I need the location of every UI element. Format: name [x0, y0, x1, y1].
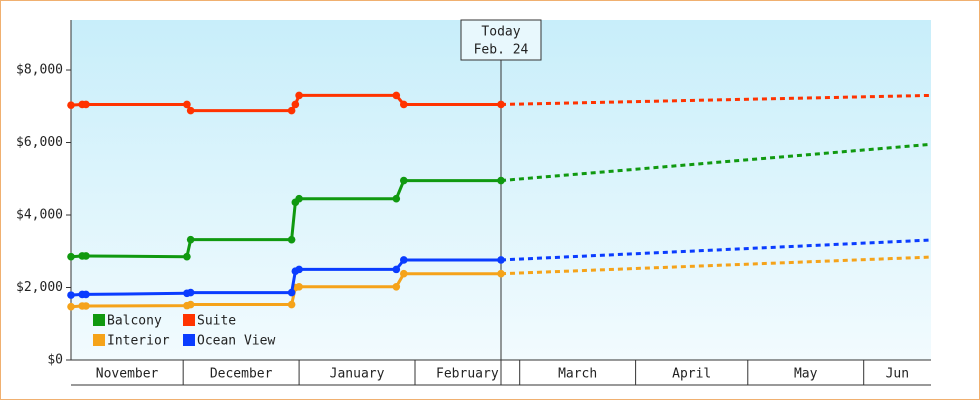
x-tick-label: March: [558, 367, 597, 382]
data-point: [291, 100, 300, 109]
data-point: [82, 290, 90, 299]
data-point: [497, 269, 505, 278]
data-point: [497, 256, 505, 264]
data-point: [186, 235, 195, 244]
data-point: [186, 288, 195, 297]
y-tick-label: $8,000: [16, 63, 63, 78]
data-point: [82, 302, 90, 310]
legend-swatch: [183, 334, 195, 346]
data-point: [287, 235, 296, 244]
data-point: [295, 282, 303, 291]
data-point: [82, 100, 90, 109]
data-point: [186, 106, 195, 115]
x-tick-label: December: [210, 367, 273, 382]
data-point: [67, 291, 75, 299]
today-box: [460, 19, 542, 61]
data-point: [295, 91, 303, 100]
data-point: [287, 288, 296, 297]
data-point: [399, 256, 408, 264]
legend-swatch: [183, 314, 195, 326]
legend-label: Ocean View: [197, 334, 275, 349]
x-tick-label: January: [330, 367, 385, 382]
data-point: [392, 282, 401, 291]
legend-label: Suite: [197, 314, 236, 329]
data-point: [399, 176, 408, 185]
legend-swatch: [93, 314, 105, 326]
data-point: [295, 194, 303, 203]
data-point: [186, 300, 195, 309]
data-point: [497, 176, 505, 185]
x-tick-label: May: [794, 367, 818, 382]
data-point: [67, 302, 75, 311]
data-point: [295, 265, 303, 274]
legend-label: Interior: [107, 334, 170, 349]
y-tick-label: $0: [47, 353, 63, 368]
data-point: [67, 101, 75, 109]
data-point: [497, 100, 505, 109]
data-point: [287, 106, 296, 115]
today-label: Today: [481, 25, 520, 40]
data-point: [392, 265, 401, 274]
y-tick-label: $6,000: [16, 135, 63, 150]
x-tick-label: November: [96, 367, 159, 382]
y-tick-label: $2,000: [16, 280, 63, 295]
data-point: [183, 252, 191, 261]
legend-label: Balcony: [107, 314, 162, 329]
data-point: [392, 194, 401, 203]
legend-swatch: [93, 334, 105, 346]
data-point: [67, 252, 75, 261]
data-point: [287, 300, 296, 309]
data-point: [392, 91, 401, 100]
data-point: [399, 269, 408, 278]
x-tick-label: February: [436, 367, 499, 382]
today-date: Feb. 24: [474, 43, 529, 58]
data-point: [183, 100, 191, 109]
data-point: [82, 252, 90, 260]
data-point: [399, 100, 408, 109]
y-tick-label: $4,000: [16, 208, 63, 223]
x-tick-label: April: [672, 367, 711, 382]
x-tick-label: Jun: [886, 367, 909, 382]
